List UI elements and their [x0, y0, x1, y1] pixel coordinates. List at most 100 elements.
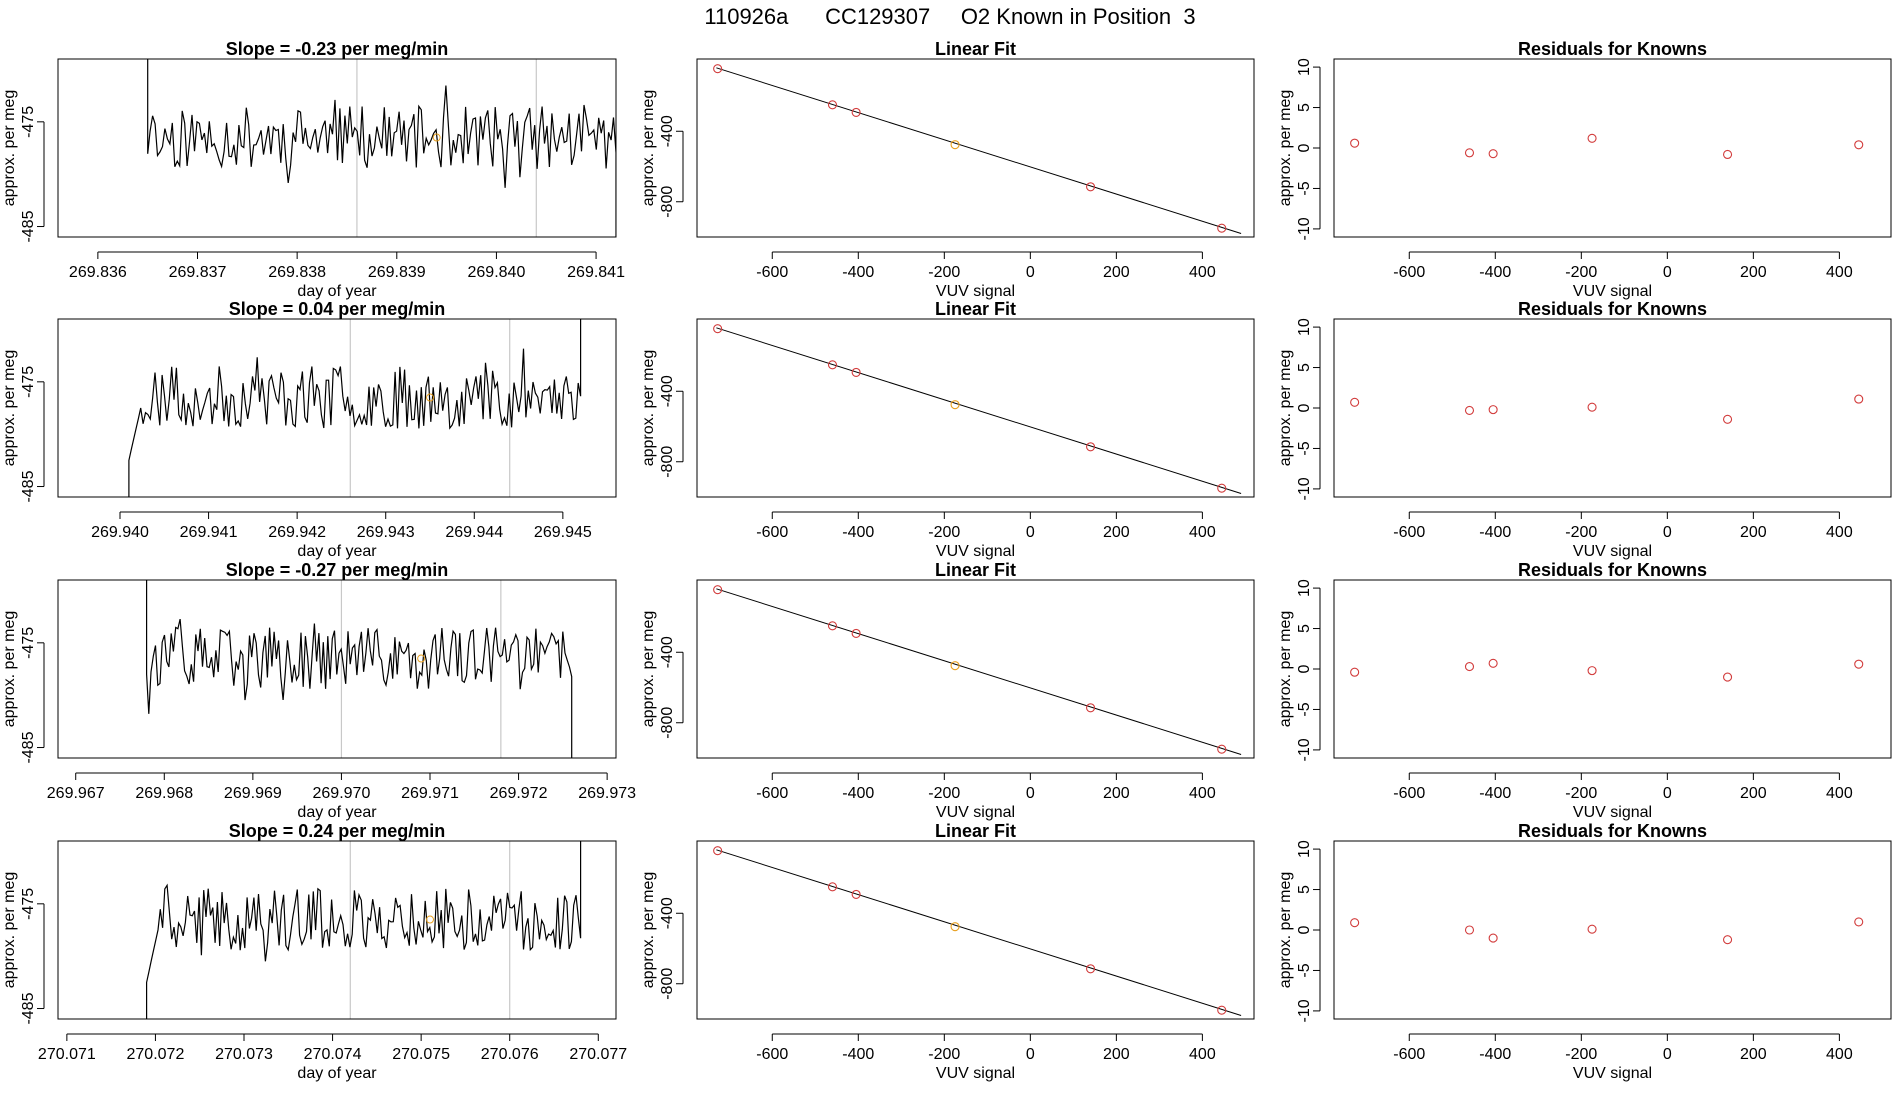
linearfit-1-frame	[696, 318, 1255, 498]
linearfit-3-y-tick-label-1: -800	[659, 968, 676, 1000]
residuals-3-point-4	[1723, 935, 1733, 945]
timeseries-2-x-tick-label-0: 269.967	[47, 785, 105, 802]
linearfit-1-y-label: approx. per meg	[640, 350, 657, 467]
timeseries-1-x-tick-label-3: 269.943	[357, 524, 415, 541]
linearfit-2-title: Linear Fit	[935, 560, 1016, 580]
timeseries-2-y-tick-label-1: -485	[20, 731, 37, 763]
linearfit-1-y-tick-label-1: -800	[659, 446, 676, 478]
timeseries-3-x-tick-label-5: 270.076	[481, 1046, 539, 1063]
residuals-1-x-label: VUV signal	[1573, 543, 1652, 560]
linearfit-1-point-2	[851, 367, 861, 377]
linearfit-2-x-tick-label-3: 0	[1026, 785, 1035, 802]
linearfit-3-frame	[696, 840, 1255, 1020]
linearfit-0-point-3	[950, 140, 960, 150]
timeseries-3-x-tick-label-3: 270.074	[304, 1046, 362, 1063]
linearfit-0-y-tick-label-1: -800	[659, 186, 676, 218]
timeseries-1-x-tick-label-5: 269.945	[534, 524, 592, 541]
residuals-1-y-tick-label-4: -10	[1296, 477, 1313, 500]
linearfit-1-x-tick-label-2: -200	[928, 524, 960, 541]
linearfit-2-point-3	[950, 661, 960, 671]
residuals-3-point-5	[1854, 917, 1864, 927]
linearfit-2-x-tick-label-1: -400	[842, 785, 874, 802]
linearfit-1-x-tick-label-5: 400	[1189, 524, 1216, 541]
linearfit-0-x-tick-label-0: -600	[756, 264, 788, 281]
linearfit-1-y-tick-label-0: -400	[659, 375, 676, 407]
linearfit-1-point-4	[1086, 442, 1096, 452]
residuals-0-point-5	[1854, 140, 1864, 150]
residuals-2-point-3	[1587, 666, 1597, 676]
residuals-3-x-tick-label-1: -400	[1479, 1046, 1511, 1063]
timeseries-0-x-label: day of year	[297, 283, 377, 300]
residuals-3-y-tick-label-2: 0	[1296, 925, 1313, 934]
residuals-0-x-tick-label-3: 0	[1663, 264, 1672, 281]
timeseries-1-x-tick-label-0: 269.940	[91, 524, 149, 541]
timeseries-3-frame	[57, 840, 617, 1020]
residuals-2-point-1	[1464, 662, 1475, 672]
timeseries-1-x-tick-label-2: 269.942	[268, 524, 326, 541]
timeseries-0-x-tick-label-1: 269.837	[169, 264, 227, 281]
residuals-0-x-tick-label-2: -200	[1565, 264, 1597, 281]
linearfit-2-x-tick-label-4: 200	[1103, 785, 1130, 802]
timeseries-1-line	[128, 319, 582, 497]
timeseries-0-line	[147, 59, 616, 237]
linearfit-3-point-0	[713, 846, 723, 856]
linearfit-2-point-1	[827, 621, 838, 631]
linearfit-0-point-4	[1086, 182, 1096, 192]
linearfit-2-x-tick-label-2: -200	[928, 785, 960, 802]
residuals-0-title: Residuals for Knowns	[1518, 39, 1707, 59]
residuals-0-x-tick-label-0: -600	[1393, 264, 1425, 281]
linearfit-0-x-tick-label-3: 0	[1026, 264, 1035, 281]
linearfit-2-point-0	[713, 585, 723, 595]
residuals-1-point-2	[1488, 405, 1498, 415]
linearfit-1-point-3	[950, 400, 960, 410]
residuals-1-y-tick-label-1: 5	[1296, 363, 1313, 372]
residuals-1-y-tick-label-0: 10	[1296, 318, 1313, 336]
timeseries-2-x-label: day of year	[297, 804, 377, 821]
residuals-2-x-tick-label-4: 200	[1740, 785, 1767, 802]
residuals-0-y-tick-label-1: 5	[1296, 103, 1313, 112]
linearfit-3-x-tick-label-2: -200	[928, 1046, 960, 1063]
linearfit-1-title: Linear Fit	[935, 299, 1016, 319]
timeseries-2-x-tick-label-1: 269.968	[135, 785, 193, 802]
linearfit-3-x-tick-label-0: -600	[756, 1046, 788, 1063]
linearfit-0-point-2	[851, 107, 861, 117]
linearfit-3-title: Linear Fit	[935, 821, 1016, 841]
timeseries-3-highlight-point	[426, 915, 434, 924]
linearfit-2-frame	[696, 579, 1255, 759]
linearfit-0-x-label: VUV signal	[936, 283, 1015, 300]
linearfit-0-x-tick-label-5: 400	[1189, 264, 1216, 281]
residuals-2-point-5	[1854, 659, 1864, 669]
residuals-2-point-0	[1350, 667, 1360, 677]
residuals-1-point-3	[1587, 402, 1597, 412]
timeseries-2-highlight-point	[417, 654, 426, 663]
residuals-3-point-2	[1488, 933, 1498, 943]
timeseries-1-x-label: day of year	[297, 543, 377, 560]
linearfit-3-point-4	[1086, 964, 1096, 974]
timeseries-0-highlight-point	[432, 133, 441, 142]
timeseries-0-x-tick-label-5: 269.841	[567, 264, 625, 281]
residuals-2-y-tick-label-4: -10	[1296, 738, 1313, 761]
linearfit-0-fit-line	[716, 67, 1242, 234]
residuals-1-point-4	[1723, 414, 1733, 424]
residuals-3-x-tick-label-3: 0	[1663, 1046, 1672, 1063]
linearfit-3-point-1	[827, 882, 838, 892]
timeseries-3-x-tick-label-4: 270.075	[392, 1046, 450, 1063]
residuals-1-x-tick-label-0: -600	[1393, 524, 1425, 541]
linearfit-0-title: Linear Fit	[935, 39, 1016, 59]
timeseries-1-y-tick-label-1: -485	[20, 470, 37, 502]
residuals-0-frame	[1333, 58, 1892, 238]
linearfit-2-point-4	[1086, 703, 1096, 713]
residuals-1-frame	[1333, 318, 1892, 498]
residuals-3-x-tick-label-2: -200	[1565, 1046, 1597, 1063]
residuals-1-point-0	[1350, 397, 1360, 407]
timeseries-2-frame	[57, 579, 617, 759]
linearfit-0-frame	[696, 58, 1255, 238]
timeseries-1-y-label: approx. per meg	[1, 350, 18, 467]
residuals-0-y-label: approx. per meg	[1277, 90, 1294, 207]
linearfit-1-point-5	[1217, 483, 1227, 493]
timeseries-2-x-tick-label-2: 269.969	[224, 785, 282, 802]
residuals-1-point-5	[1854, 394, 1864, 404]
linearfit-0-point-5	[1217, 223, 1227, 233]
timeseries-1-title: Slope = 0.04 per meg/min	[229, 299, 446, 319]
timeseries-0-x-tick-label-0: 269.836	[69, 264, 127, 281]
